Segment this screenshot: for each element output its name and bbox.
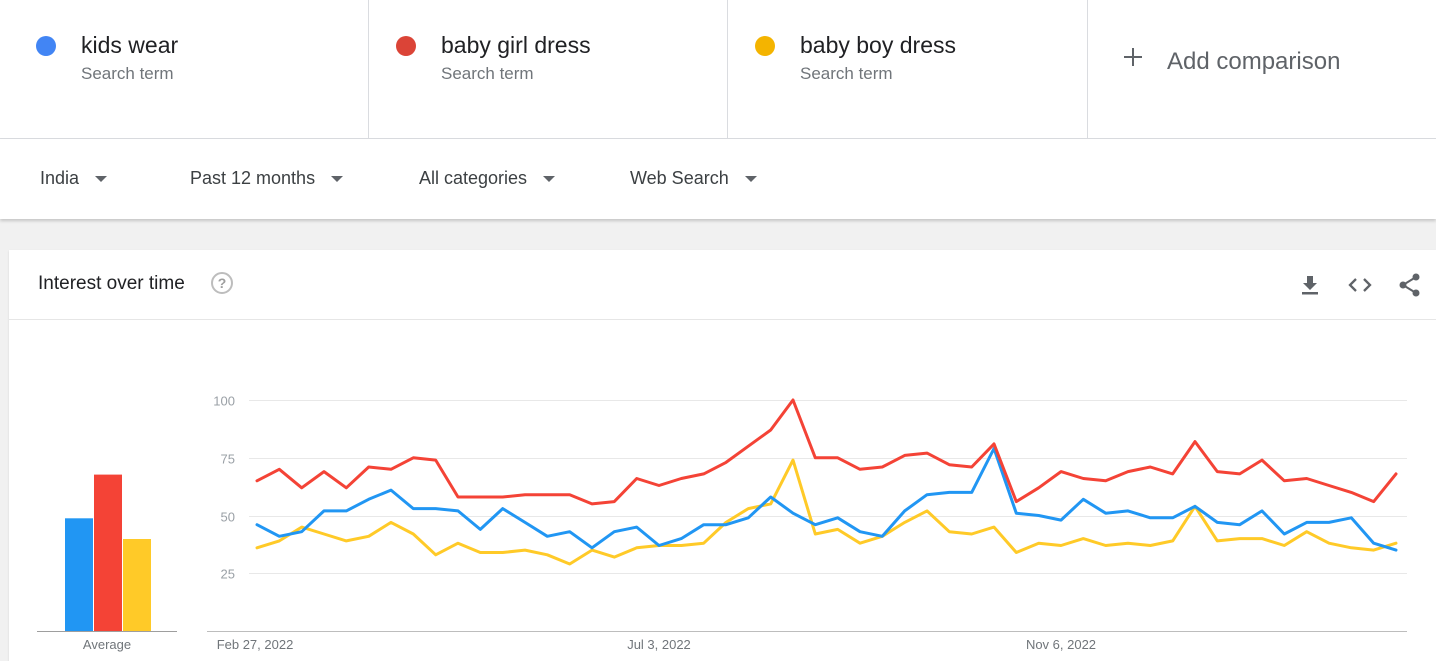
average-bar-baby-girl-dress: [94, 474, 122, 631]
y-tick-label: 75: [221, 452, 235, 467]
embed-icon[interactable]: [1347, 272, 1373, 298]
series-color-dot: [396, 36, 416, 56]
search-terms-bar: kids wear Search term baby girl dress Se…: [0, 0, 1436, 139]
y-tick-label: 100: [213, 394, 235, 409]
add-comparison-label: Add comparison: [1167, 48, 1341, 75]
average-bar-baby-boy-dress: [123, 539, 151, 631]
average-bar-chart: Average: [37, 474, 177, 652]
series-color-dot: [36, 36, 56, 56]
series-line-kids-wear: [255, 447, 1398, 552]
category-dropdown[interactable]: All categories: [419, 168, 556, 189]
plus-icon: [1122, 46, 1144, 68]
average-label: Average: [83, 637, 131, 652]
interest-line-chart: 25 50 75 100 Feb 27, 2022 Jul 3, 2022 Nov 6, 2…: [207, 394, 1407, 652]
time-range-value: Past 12 months: [190, 168, 316, 188]
term-card-baby-boy-dress[interactable]: baby boy dress Search term: [728, 0, 1088, 138]
dropdown-arrow-icon: [331, 175, 344, 182]
y-tick-label: 25: [221, 567, 235, 582]
term-label[interactable]: kids wear: [81, 32, 179, 58]
card-header: Interest over time ?: [9, 250, 1436, 320]
term-sublabel: Search term: [800, 64, 893, 83]
dropdown-arrow-icon: [543, 175, 556, 182]
add-comparison-button[interactable]: Add comparison: [1088, 0, 1436, 138]
region-dropdown[interactable]: India: [40, 168, 108, 189]
term-label[interactable]: baby girl dress: [441, 32, 591, 58]
filter-bar: India Past 12 months All categories Web …: [0, 139, 1436, 219]
term-sublabel: Search term: [81, 64, 174, 83]
download-icon[interactable]: [1297, 272, 1323, 298]
x-tick-label: Jul 3, 2022: [627, 637, 691, 652]
region-value: India: [40, 168, 80, 188]
share-icon[interactable]: [1397, 272, 1423, 298]
help-icon[interactable]: ?: [211, 272, 233, 294]
x-tick-label: Nov 6, 2022: [1026, 637, 1096, 652]
average-bar-kids-wear: [65, 518, 93, 631]
term-sublabel: Search term: [441, 64, 534, 83]
search-type-value: Web Search: [630, 168, 729, 188]
term-card-kids-wear[interactable]: kids wear Search term: [0, 0, 369, 138]
category-value: All categories: [419, 168, 528, 188]
series-line-baby-girl-dress: [255, 398, 1398, 506]
search-type-dropdown[interactable]: Web Search: [630, 168, 757, 189]
dropdown-arrow-icon: [95, 175, 108, 182]
interest-over-time-card: Interest over time ? Average 25 50 75 10: [9, 250, 1436, 661]
time-range-dropdown[interactable]: Past 12 months: [190, 168, 344, 189]
y-tick-label: 50: [221, 510, 235, 525]
series-color-dot: [755, 36, 775, 56]
card-title: Interest over time: [38, 273, 185, 294]
interest-chart: Average 25 50 75 100 Feb 27, 2022 Jul 3, 2022…: [37, 394, 1407, 652]
term-label[interactable]: baby boy dress: [800, 32, 956, 58]
x-tick-label: Feb 27, 2022: [217, 637, 294, 652]
term-card-baby-girl-dress[interactable]: baby girl dress Search term: [369, 0, 728, 138]
series-line-baby-boy-dress: [255, 458, 1398, 566]
dropdown-arrow-icon: [744, 175, 757, 182]
